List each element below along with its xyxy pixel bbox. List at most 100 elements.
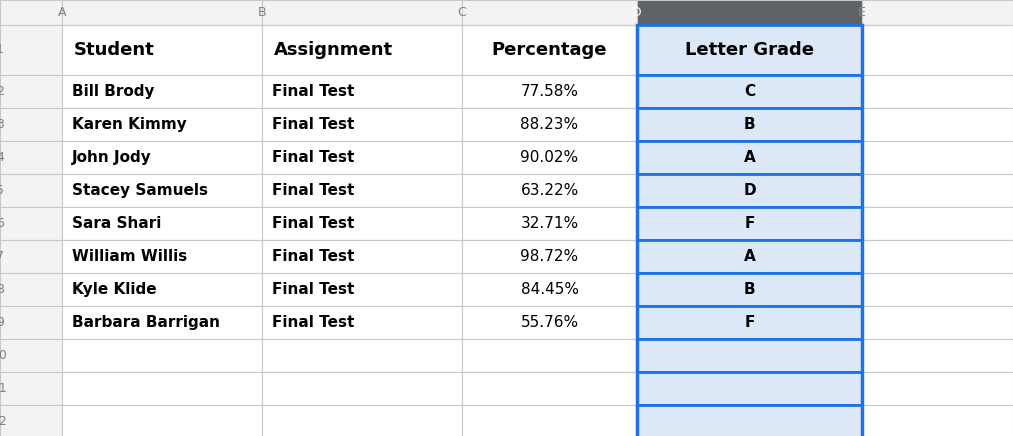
Bar: [637, 372, 862, 405]
Bar: [0, 306, 62, 339]
Text: A: A: [58, 6, 66, 19]
Text: A: A: [744, 150, 756, 165]
Bar: [462, 273, 637, 306]
Text: B: B: [744, 282, 756, 297]
Text: Final Test: Final Test: [272, 183, 355, 198]
Bar: [637, 0, 862, 25]
Text: William Willis: William Willis: [72, 249, 187, 264]
Bar: [0, 25, 62, 75]
Text: John Jody: John Jody: [72, 150, 152, 165]
Text: 90.02%: 90.02%: [521, 150, 578, 165]
Bar: [462, 240, 637, 273]
Text: F: F: [745, 315, 755, 330]
Bar: [62, 339, 262, 372]
Text: Final Test: Final Test: [272, 150, 355, 165]
Text: Kyle Klide: Kyle Klide: [72, 282, 157, 297]
Bar: [637, 339, 862, 372]
Bar: [862, 405, 1013, 436]
Text: Assignment: Assignment: [274, 41, 393, 59]
Bar: [262, 207, 462, 240]
Bar: [0, 405, 62, 436]
Bar: [0, 174, 62, 207]
Bar: [462, 75, 637, 108]
Bar: [862, 372, 1013, 405]
Bar: [637, 273, 862, 306]
Text: A: A: [744, 249, 756, 264]
Text: Final Test: Final Test: [272, 84, 355, 99]
Text: 88.23%: 88.23%: [521, 117, 578, 132]
Text: Sara Shari: Sara Shari: [72, 216, 161, 231]
Bar: [862, 141, 1013, 174]
Bar: [0, 141, 62, 174]
Bar: [262, 339, 462, 372]
Text: 9: 9: [0, 316, 4, 329]
Bar: [862, 108, 1013, 141]
Bar: [862, 25, 1013, 75]
Text: C: C: [744, 84, 755, 99]
Bar: [862, 75, 1013, 108]
Text: 11: 11: [0, 382, 8, 395]
Text: Percentage: Percentage: [491, 41, 607, 59]
Text: E: E: [858, 6, 866, 19]
Text: 98.72%: 98.72%: [521, 249, 578, 264]
Bar: [262, 0, 462, 25]
Bar: [262, 306, 462, 339]
Bar: [262, 75, 462, 108]
Text: 55.76%: 55.76%: [521, 315, 578, 330]
Text: Stacey Samuels: Stacey Samuels: [72, 183, 208, 198]
Text: 32.71%: 32.71%: [521, 216, 578, 231]
Text: Barbara Barrigan: Barbara Barrigan: [72, 315, 220, 330]
Bar: [462, 108, 637, 141]
Bar: [462, 372, 637, 405]
Bar: [0, 240, 62, 273]
Text: 2: 2: [0, 85, 4, 98]
Bar: [637, 141, 862, 174]
Bar: [62, 108, 262, 141]
Bar: [637, 174, 862, 207]
Bar: [462, 339, 637, 372]
Bar: [62, 240, 262, 273]
Text: Final Test: Final Test: [272, 117, 355, 132]
Bar: [0, 75, 62, 108]
Bar: [0, 0, 62, 25]
Text: Final Test: Final Test: [272, 249, 355, 264]
Text: B: B: [744, 117, 756, 132]
Text: 12: 12: [0, 415, 8, 428]
Text: D: D: [632, 6, 642, 19]
Bar: [62, 75, 262, 108]
Bar: [262, 174, 462, 207]
Bar: [462, 174, 637, 207]
Bar: [262, 372, 462, 405]
Text: 7: 7: [0, 250, 4, 263]
Bar: [862, 174, 1013, 207]
Bar: [262, 405, 462, 436]
Bar: [0, 108, 62, 141]
Text: 5: 5: [0, 184, 4, 197]
Bar: [462, 0, 637, 25]
Bar: [262, 108, 462, 141]
Bar: [0, 207, 62, 240]
Text: Bill Brody: Bill Brody: [72, 84, 155, 99]
Bar: [62, 405, 262, 436]
Bar: [62, 273, 262, 306]
Bar: [0, 372, 62, 405]
Text: Final Test: Final Test: [272, 216, 355, 231]
Bar: [462, 141, 637, 174]
Text: 63.22%: 63.22%: [521, 183, 578, 198]
Bar: [62, 306, 262, 339]
Text: Student: Student: [74, 41, 155, 59]
Text: 4: 4: [0, 151, 4, 164]
Bar: [62, 174, 262, 207]
Text: 10: 10: [0, 349, 8, 362]
Text: Final Test: Final Test: [272, 315, 355, 330]
Bar: [262, 25, 462, 75]
Bar: [462, 405, 637, 436]
Text: Letter Grade: Letter Grade: [685, 41, 814, 59]
Text: Final Test: Final Test: [272, 282, 355, 297]
Bar: [262, 141, 462, 174]
Bar: [637, 405, 862, 436]
Bar: [62, 207, 262, 240]
Text: B: B: [257, 6, 266, 19]
Bar: [862, 207, 1013, 240]
Bar: [637, 207, 862, 240]
